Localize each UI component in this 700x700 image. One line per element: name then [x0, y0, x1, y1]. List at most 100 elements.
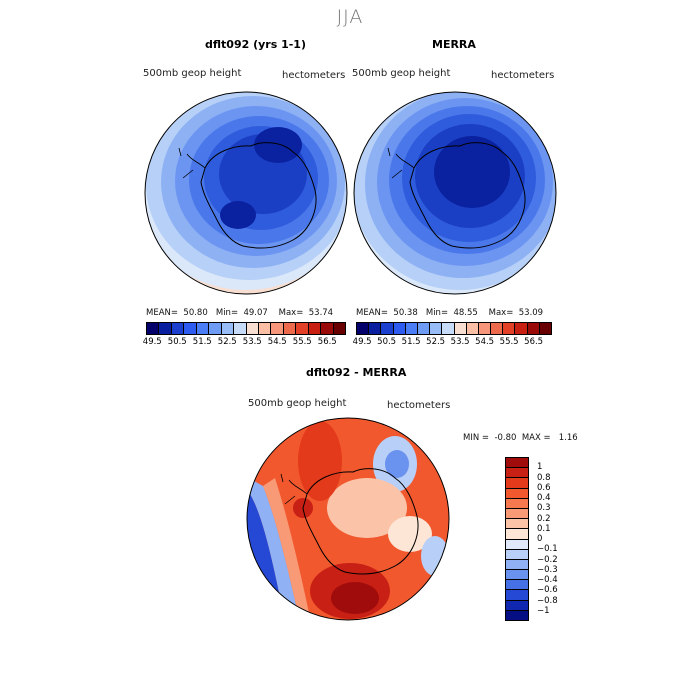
colorbar-swatch [506, 498, 528, 509]
colorbar-swatch [442, 323, 455, 334]
colorbar-swatch [466, 323, 479, 334]
colorbar-swatch [234, 323, 247, 334]
colorbar-swatch [333, 323, 345, 334]
colorbar-tick-label: 49.5 [142, 337, 162, 347]
colorbar-tick-label: 52.5 [217, 337, 237, 347]
panel-title-merra: MERRA [432, 38, 476, 51]
merra-polar-map [353, 91, 557, 295]
model-variable-label: 500mb geop height [143, 68, 242, 79]
colorbar-swatch [246, 323, 259, 334]
colorbar-swatch [171, 323, 185, 334]
colorbar-swatch [503, 323, 516, 334]
model-colorbar [146, 322, 346, 335]
colorbar-swatch [417, 323, 431, 334]
colorbar-swatch [393, 323, 406, 334]
colorbar-swatch [381, 323, 394, 334]
colorbar-tick-label: 0.3 [537, 503, 551, 514]
colorbar-tick-label: −0.2 [537, 554, 558, 565]
colorbar-swatch [357, 323, 370, 334]
figure-title: JJA [336, 6, 364, 28]
colorbar-swatch [506, 590, 528, 601]
colorbar-swatch [506, 610, 528, 620]
colorbar-swatch [296, 323, 309, 334]
colorbar-swatch [539, 323, 551, 334]
colorbar-swatch [159, 323, 172, 334]
colorbar-swatch [369, 323, 382, 334]
colorbar-tick-label: 55.5 [292, 337, 312, 347]
colorbar-swatch [405, 323, 418, 334]
difference-min: -0.80 [494, 433, 517, 443]
colorbar-tick-label: 0.4 [537, 493, 551, 503]
colorbar-tick-label: 54.5 [267, 337, 287, 347]
panel-title-model: dflt092 (yrs 1-1) [205, 38, 306, 51]
colorbar-swatch [506, 539, 528, 550]
merra-colorbar [356, 322, 552, 335]
colorbar-tick-label: 0.2 [537, 513, 551, 524]
difference-variable-label: 500mb geop height [248, 398, 347, 409]
colorbar-tick-label: 54.5 [475, 337, 495, 347]
colorbar-swatch [506, 488, 528, 499]
merra-stats: MEAN= 50.38 Min= 48.55 Max= 53.09 [356, 308, 544, 318]
colorbar-swatch [258, 323, 272, 334]
colorbar-swatch [184, 323, 197, 334]
colorbar-tick-label: 50.5 [377, 337, 397, 347]
colorbar-tick-label: −0.8 [537, 595, 558, 606]
colorbar-tick-label: 1 [537, 462, 543, 473]
colorbar-swatch [515, 323, 528, 334]
merra-max: 53.09 [518, 308, 544, 318]
merra-variable-label: 500mb geop height [352, 68, 451, 79]
merra-units-label: hectometers [491, 70, 555, 81]
model-stats: MEAN= 50.80 Min= 49.07 Max= 53.74 [146, 308, 334, 318]
colorbar-swatch [308, 323, 322, 334]
model-max: 53.74 [308, 308, 334, 318]
colorbar-tick-label: 0.6 [537, 482, 551, 493]
colorbar-swatch [271, 323, 284, 334]
merra-mean: 50.38 [393, 308, 418, 318]
colorbar-swatch [506, 549, 528, 560]
colorbar-tick-label: 53.5 [450, 337, 470, 347]
colorbar-tick-label: 49.5 [352, 337, 372, 347]
colorbar-swatch [527, 323, 540, 334]
model-polar-map [144, 91, 348, 295]
difference-colorbar [505, 457, 529, 621]
colorbar-tick-label: 56.5 [317, 337, 337, 347]
colorbar-tick-label: −1 [537, 605, 550, 616]
colorbar-swatch [196, 323, 210, 334]
colorbar-swatch [321, 323, 334, 334]
colorbar-swatch [506, 580, 528, 591]
difference-units-label: hectometers [387, 400, 451, 411]
colorbar-tick-label: 0 [537, 534, 543, 544]
colorbar-tick-label: 51.5 [401, 337, 421, 347]
colorbar-swatch [506, 559, 528, 571]
colorbar-swatch [147, 323, 160, 334]
colorbar-swatch [506, 508, 528, 520]
difference-max: 1.16 [558, 433, 578, 443]
model-units-label: hectometers [282, 70, 346, 81]
colorbar-swatch [506, 458, 528, 469]
difference-stats: MIN = -0.80 MAX = 1.16 [463, 433, 578, 443]
colorbar-tick-label: 53.5 [242, 337, 262, 347]
colorbar-swatch [506, 519, 528, 530]
colorbar-tick-label: 56.5 [524, 337, 544, 347]
colorbar-tick-label: 51.5 [192, 337, 212, 347]
colorbar-swatch [506, 478, 528, 489]
model-min: 49.07 [243, 308, 268, 318]
difference-panel-title: dflt092 - MERRA [306, 366, 407, 379]
colorbar-swatch [506, 529, 528, 540]
merra-min: 48.55 [453, 308, 478, 318]
colorbar-tick-label: −0.4 [537, 575, 558, 585]
colorbar-swatch [430, 323, 443, 334]
colorbar-swatch [506, 600, 528, 611]
colorbar-swatch [454, 323, 467, 334]
model-mean: 50.80 [183, 308, 208, 318]
colorbar-tick-label: 50.5 [167, 337, 187, 347]
colorbar-tick-label: −0.3 [537, 564, 558, 575]
colorbar-swatch [491, 323, 504, 334]
colorbar-swatch [478, 323, 492, 334]
colorbar-tick-label: 0.1 [537, 523, 551, 534]
colorbar-tick-label: 0.8 [537, 472, 551, 483]
colorbar-swatch [506, 570, 528, 581]
colorbar-swatch [506, 468, 528, 479]
difference-polar-map [246, 417, 450, 621]
colorbar-tick-label: −0.6 [537, 585, 558, 596]
